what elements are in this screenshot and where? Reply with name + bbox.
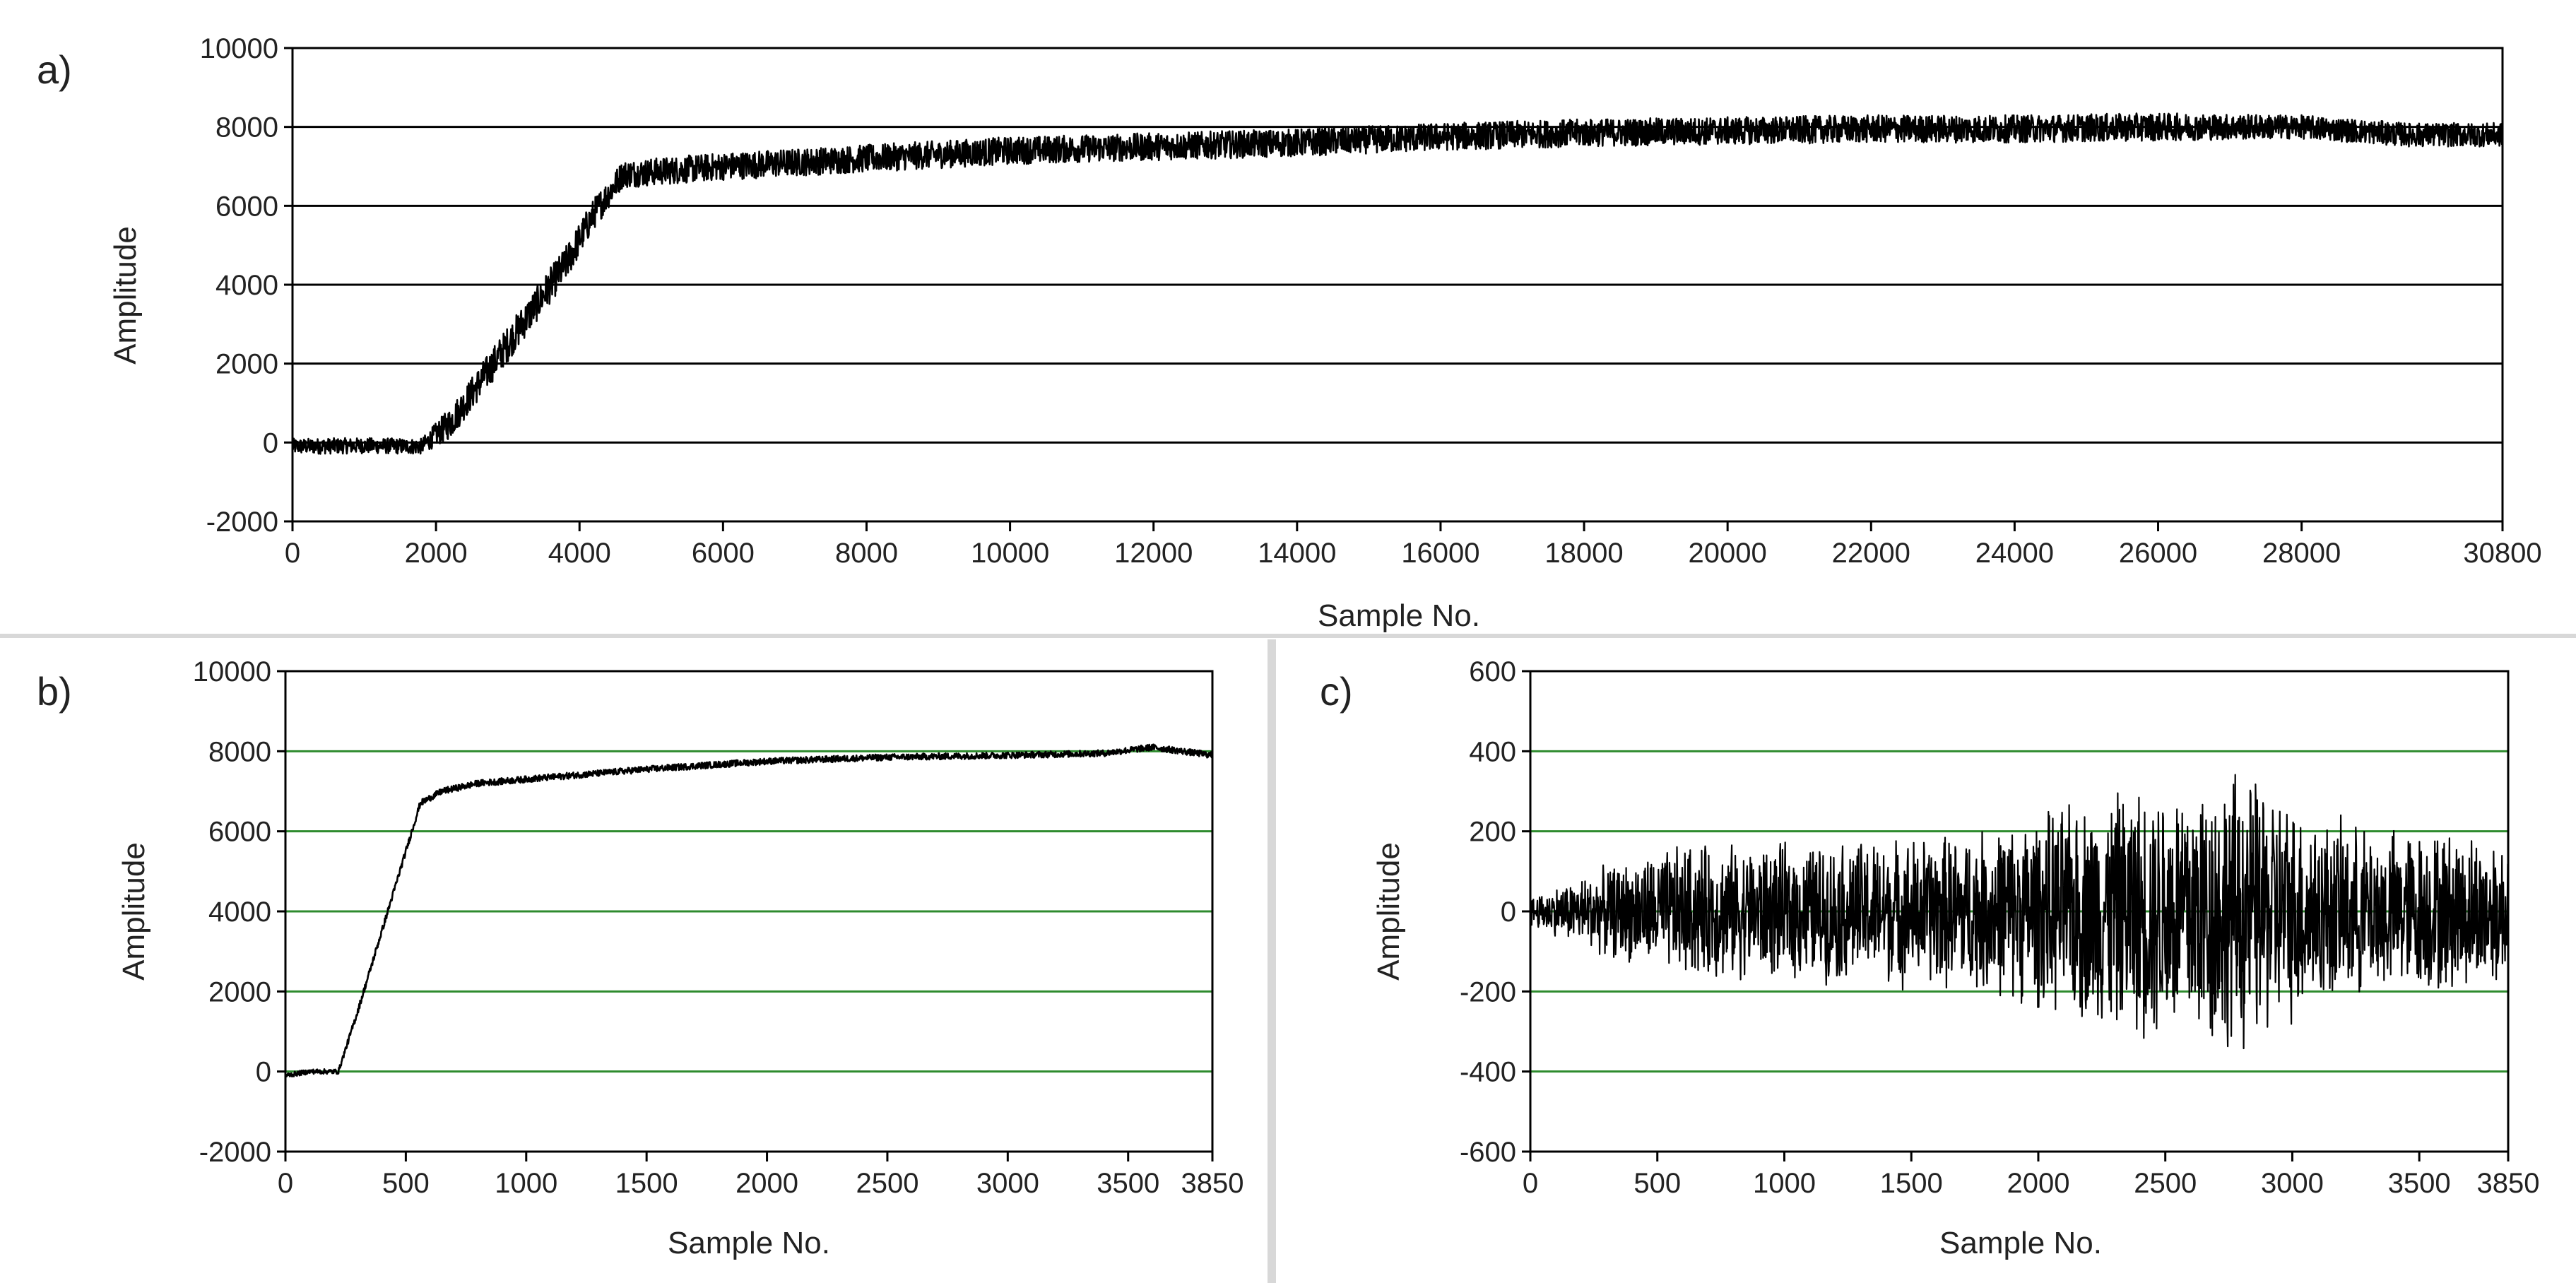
x-tick-label: 2000: [405, 538, 468, 569]
x-tick-label: 2500: [856, 1168, 918, 1199]
y-tick-label: 4000: [208, 897, 271, 928]
y-tick-label: -2000: [206, 507, 278, 538]
x-tick-label: 22000: [1832, 538, 1910, 569]
x-tick-label: 2500: [2134, 1168, 2197, 1199]
x-tick-label: 26000: [2119, 538, 2197, 569]
x-tick-label: 6000: [692, 538, 755, 569]
x-tick-label: 500: [382, 1168, 430, 1199]
y-axis-title: Amplitude: [108, 226, 143, 365]
y-tick-label: 10000: [200, 33, 278, 64]
x-tick-label: 18000: [1544, 538, 1623, 569]
y-tick-label: -200: [1460, 976, 1516, 1007]
x-tick-label: 8000: [835, 538, 898, 569]
y-tick-label: 2000: [215, 349, 278, 380]
x-tick-label: 30800: [2463, 538, 2541, 569]
x-tick-label: 3000: [976, 1168, 1039, 1199]
x-tick-label: 0: [1523, 1168, 1538, 1199]
y-tick-label: 0: [263, 427, 278, 459]
y-tick-label: 400: [1469, 736, 1516, 767]
x-tick-label: 4000: [548, 538, 611, 569]
y-tick-label: 6000: [215, 191, 278, 222]
y-tick-label: 8000: [208, 736, 271, 767]
panel-label: c): [1320, 669, 1353, 714]
x-axis-title: Sample No.: [1318, 598, 1480, 633]
x-tick-label: 20000: [1689, 538, 1767, 569]
x-tick-label: 1000: [495, 1168, 557, 1199]
x-tick-label: 28000: [2262, 538, 2341, 569]
y-tick-label: -400: [1460, 1057, 1516, 1088]
y-tick-label: -600: [1460, 1137, 1516, 1168]
y-tick-label: 600: [1469, 656, 1516, 687]
x-tick-label: 0: [285, 538, 300, 569]
y-tick-label: 10000: [193, 656, 271, 687]
x-axis-title: Sample No.: [1939, 1226, 2102, 1260]
y-tick-label: 4000: [215, 270, 278, 301]
x-tick-label: 3850: [1181, 1168, 1244, 1199]
y-tick-label: 0: [256, 1057, 271, 1088]
x-tick-label: 1500: [1880, 1168, 1943, 1199]
x-tick-label: 500: [1633, 1168, 1681, 1199]
x-tick-label: 16000: [1401, 538, 1479, 569]
y-tick-label: 0: [1501, 897, 1516, 928]
x-tick-label: 24000: [1975, 538, 2054, 569]
y-tick-label: 8000: [215, 112, 278, 143]
x-tick-label: 3850: [2477, 1168, 2540, 1199]
y-tick-label: 2000: [208, 976, 271, 1007]
series-line: [1529, 774, 2510, 1050]
x-tick-label: 1500: [615, 1168, 678, 1199]
x-tick-label: 3000: [2261, 1168, 2324, 1199]
y-axis-title: Amplitude: [1371, 842, 1406, 981]
x-tick-label: 2000: [2007, 1168, 2069, 1199]
x-tick-label: 1000: [1753, 1168, 1816, 1199]
x-tick-label: 10000: [971, 538, 1049, 569]
panel-label: a): [37, 47, 72, 92]
x-tick-label: 3500: [2388, 1168, 2451, 1199]
series-line: [291, 112, 2504, 455]
x-tick-label: 3500: [1097, 1168, 1159, 1199]
x-tick-label: 0: [278, 1168, 293, 1199]
y-axis-title: Amplitude: [117, 842, 151, 981]
y-tick-label: -2000: [199, 1137, 271, 1168]
panel-label: b): [37, 669, 72, 714]
series-line: [284, 743, 1214, 1078]
panel-c: c) -600 -400 -200 0 200 400 600 0 500 1000 1500 200…: [1320, 656, 2539, 1260]
y-tick-label: 200: [1469, 817, 1516, 848]
x-tick-label: 2000: [735, 1168, 798, 1199]
x-axis-title: Sample No.: [668, 1226, 830, 1260]
x-tick-label: 12000: [1114, 538, 1193, 569]
y-tick-label: 6000: [208, 817, 271, 848]
x-tick-label: 14000: [1258, 538, 1336, 569]
